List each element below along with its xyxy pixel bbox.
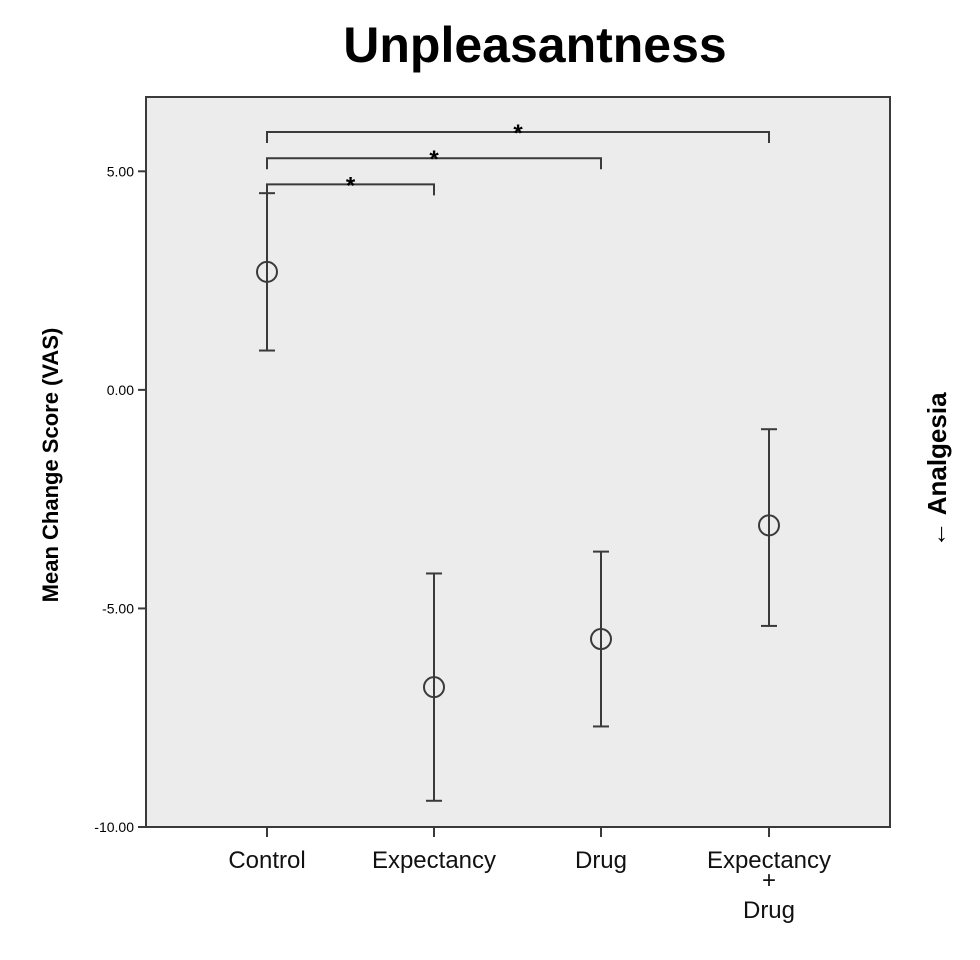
y-tick-label: -5.00 xyxy=(102,600,134,616)
significance-star: * xyxy=(513,120,523,147)
y-tick-label: 5.00 xyxy=(107,163,134,179)
x-category-label: Drug xyxy=(575,847,627,874)
x-category-label: Drug xyxy=(743,897,795,924)
significance-star: * xyxy=(429,146,439,173)
comparison-bracket xyxy=(266,130,770,143)
y-tick-label: 0.00 xyxy=(107,382,134,398)
comparison-bracket xyxy=(266,157,602,170)
chart-marks xyxy=(256,192,780,802)
mean-point xyxy=(256,260,278,283)
mean-point xyxy=(590,628,612,651)
x-category-label: + xyxy=(762,867,776,894)
mean-point xyxy=(758,514,780,537)
x-axis-categories: Control Expectancy Drug Expectancy+Drug xyxy=(228,827,831,924)
x-category-label: Expectancy xyxy=(372,847,496,874)
y-axis-label: Mean Change Score (VAS) xyxy=(38,328,63,603)
plot-area xyxy=(145,96,891,828)
chart-title: Unpleasantness xyxy=(343,17,726,73)
y-tick-label: -10.00 xyxy=(94,819,134,835)
x-category-label: Control xyxy=(228,847,305,874)
x-category-label: Expectancy xyxy=(707,847,831,874)
y-axis: 5.00 0.00 -5.00 -10.00 xyxy=(94,163,146,835)
analgesia-label: ← Analgesia xyxy=(922,392,952,548)
significance-star: * xyxy=(346,172,356,199)
comparison-bracket xyxy=(266,183,435,196)
mean-point xyxy=(423,676,445,699)
comparison-brackets: * * * xyxy=(266,120,770,199)
